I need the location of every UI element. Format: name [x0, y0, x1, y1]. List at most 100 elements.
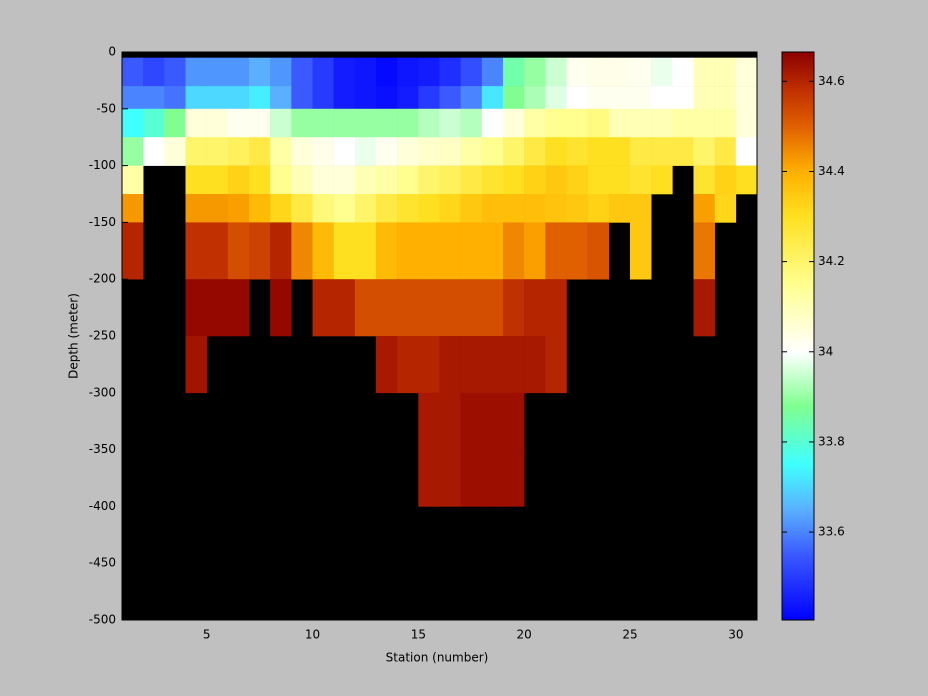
heat-cell — [291, 194, 313, 223]
y-tick-label: -150 — [89, 215, 116, 229]
heat-cell — [206, 137, 229, 166]
y-tick-label: 0 — [108, 45, 116, 59]
heat-cell — [524, 279, 546, 337]
heat-cell — [397, 336, 419, 394]
colorbar-tick-label: 33.8 — [818, 434, 845, 448]
heat-cell — [608, 165, 631, 195]
heat-cell — [460, 336, 483, 394]
heat-cell — [460, 392, 483, 450]
heat-cell — [630, 86, 652, 110]
heat-cell — [714, 57, 737, 87]
heat-cell — [270, 165, 292, 195]
heat-cell — [693, 194, 715, 223]
heat-cell — [566, 222, 588, 280]
heat-cell — [566, 194, 588, 223]
heat-cell — [524, 194, 546, 223]
heat-cell — [227, 222, 250, 280]
heat-cell — [651, 108, 673, 138]
heat-cell — [143, 86, 165, 110]
heat-cell — [206, 108, 229, 138]
heat-cell — [651, 86, 673, 110]
heat-cell — [185, 86, 207, 110]
heat-cell — [587, 86, 610, 110]
heat-cell — [206, 165, 229, 195]
heat-cell — [143, 137, 165, 166]
heat-cell — [481, 392, 504, 450]
heat-cell — [354, 108, 377, 138]
heat-cell — [312, 57, 334, 87]
heat-cell — [418, 86, 440, 110]
heat-cell — [354, 222, 377, 280]
heat-cell — [185, 108, 207, 138]
heat-cell — [735, 165, 758, 195]
heat-cell — [333, 165, 356, 195]
heat-cell — [460, 165, 483, 195]
heat-cell — [185, 57, 207, 87]
heat-cell — [503, 336, 525, 394]
heat-cell — [397, 165, 419, 195]
heat-cell — [312, 279, 334, 337]
heat-cell — [227, 194, 250, 223]
heat-cell — [460, 86, 483, 110]
y-tick-label: -450 — [89, 556, 116, 570]
heat-cell — [397, 194, 419, 223]
heat-cell — [439, 57, 461, 87]
heat-cell — [481, 57, 504, 87]
heat-cell — [503, 449, 525, 507]
heat-cell — [418, 194, 440, 223]
heat-cell — [651, 57, 673, 87]
y-axis-label: Depth (meter) — [67, 293, 81, 379]
heat-cell — [312, 108, 334, 138]
heat-cell — [460, 137, 483, 166]
heat-cell — [291, 222, 313, 280]
y-tick-label: -100 — [89, 158, 116, 172]
heat-cell — [249, 165, 271, 195]
colorbar — [781, 51, 815, 621]
heat-cell — [206, 194, 229, 223]
heat-cell — [651, 137, 673, 166]
heat-cell — [185, 222, 207, 280]
heat-cell — [227, 165, 250, 195]
heat-cell — [185, 194, 207, 223]
heat-cell — [693, 86, 715, 110]
heat-cell — [270, 86, 292, 110]
heat-cell — [418, 449, 440, 507]
heat-cell — [481, 336, 504, 394]
x-tick-label: 15 — [411, 628, 426, 642]
heat-cell — [503, 194, 525, 223]
heat-cell — [397, 86, 419, 110]
heat-cell — [249, 222, 271, 280]
heat-cell — [122, 137, 144, 166]
heat-cell — [291, 137, 313, 166]
heat-cell — [503, 86, 525, 110]
heat-cell — [693, 108, 715, 138]
heat-cell — [376, 194, 398, 223]
heat-cell — [481, 108, 504, 138]
heat-cell — [608, 108, 631, 138]
heat-cell — [545, 165, 567, 195]
heat-cell — [630, 165, 652, 195]
heat-cell — [630, 108, 652, 138]
heat-cell — [291, 165, 313, 195]
heat-cell — [397, 108, 419, 138]
heat-cell — [608, 57, 631, 87]
heat-cell — [270, 57, 292, 87]
heat-cell — [376, 137, 398, 166]
colorbar-tick-label: 33.6 — [818, 525, 845, 539]
heat-cell — [735, 57, 758, 87]
heat-cell — [354, 194, 377, 223]
heat-cell — [439, 336, 461, 394]
heat-cell — [143, 108, 165, 138]
heat-cell — [439, 86, 461, 110]
heat-cell — [735, 86, 758, 110]
heat-cell — [333, 279, 356, 337]
heat-cell — [312, 222, 334, 280]
x-tick-label: 30 — [728, 628, 743, 642]
heat-cell — [503, 165, 525, 195]
heat-cell — [418, 108, 440, 138]
heat-cell — [333, 194, 356, 223]
heat-cell — [291, 86, 313, 110]
y-tick-label: -250 — [89, 329, 116, 343]
x-tick-label: 20 — [517, 628, 532, 642]
heat-cell — [481, 165, 504, 195]
